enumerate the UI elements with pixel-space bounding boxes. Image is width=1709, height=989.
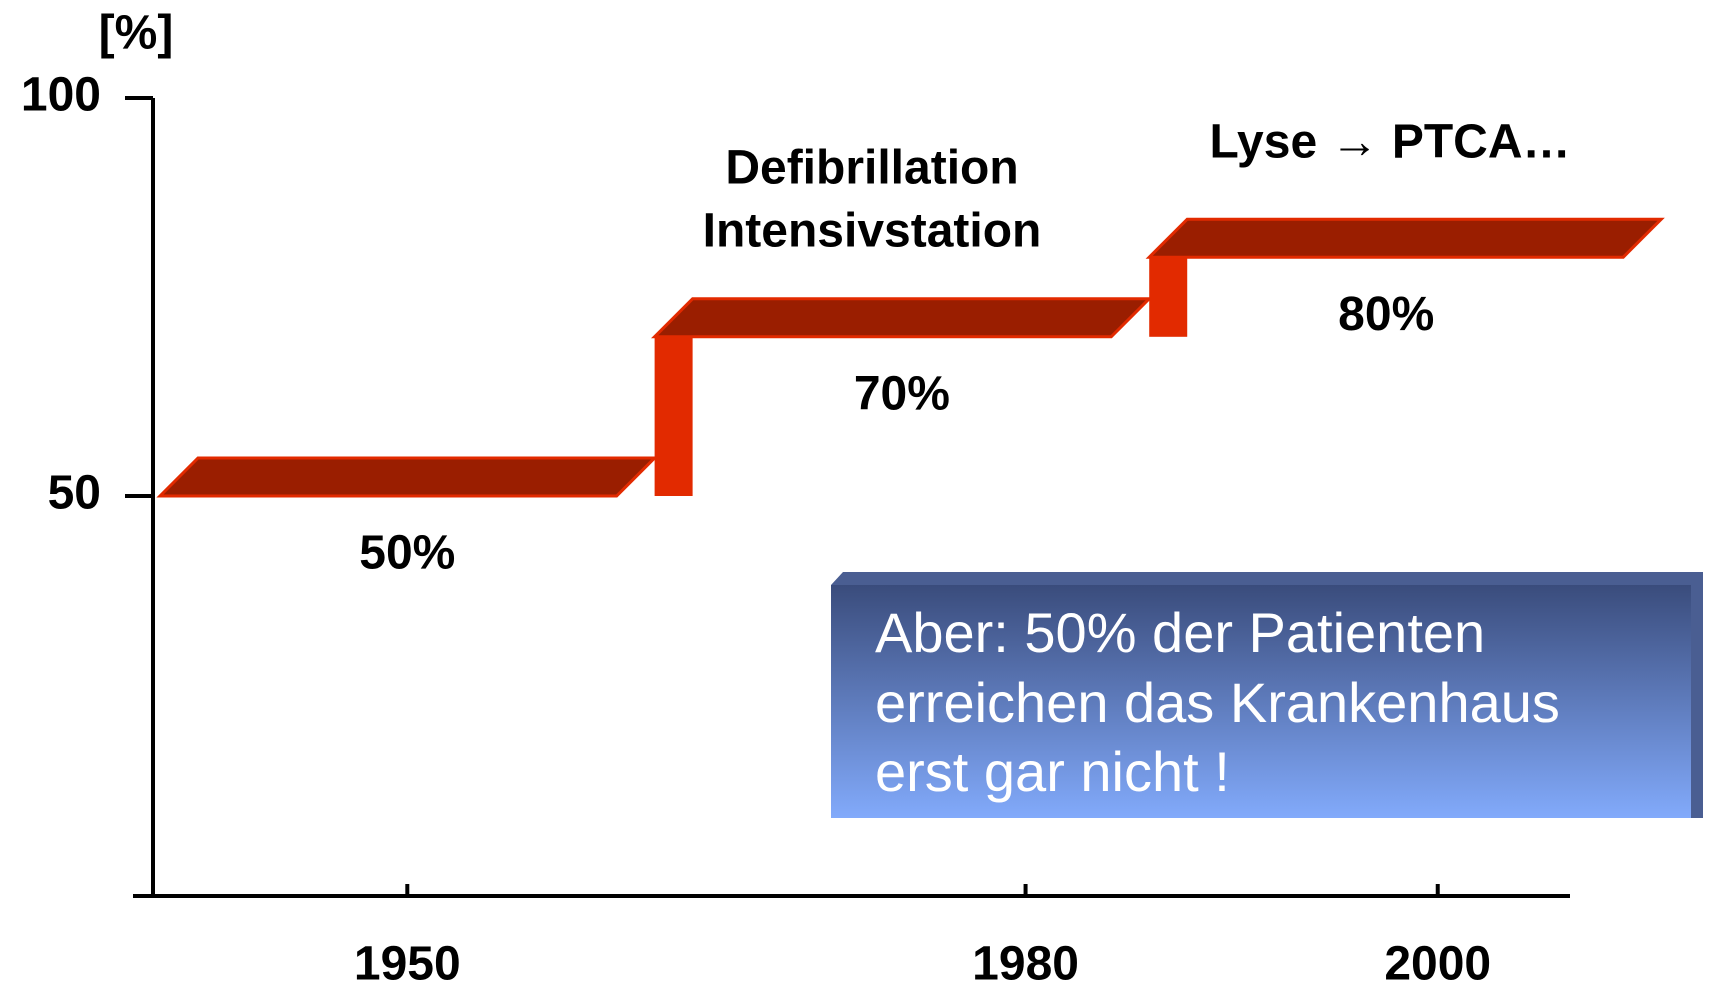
y-axis-label: [%] bbox=[99, 7, 174, 60]
value-label: 70% bbox=[854, 367, 950, 420]
step-bar bbox=[650, 297, 1153, 339]
riser bbox=[654, 336, 693, 496]
callout-box: Aber: 50% der Patienten erreichen das Kr… bbox=[831, 572, 1703, 818]
x-tick-label: 1980 bbox=[972, 938, 1079, 989]
riser bbox=[1149, 257, 1188, 337]
x-tick-label: 1950 bbox=[354, 938, 461, 989]
value-label: 80% bbox=[1338, 288, 1434, 341]
annotation: Lyse → PTCA… bbox=[1210, 116, 1571, 169]
y-tick-label: 50 bbox=[48, 467, 101, 520]
y-tick-label: 100 bbox=[21, 69, 101, 122]
box-text: erst gar nicht ! bbox=[875, 740, 1230, 803]
box-fill bbox=[831, 585, 1691, 818]
x-tick-label: 2000 bbox=[1384, 938, 1491, 989]
step-bar bbox=[1145, 217, 1665, 259]
box-text: erreichen das Krankenhaus bbox=[875, 671, 1560, 734]
box-text: Aber: 50% der Patienten bbox=[875, 601, 1485, 664]
step-bar bbox=[156, 456, 659, 498]
value-label: 50% bbox=[359, 527, 455, 580]
annotation: Defibrillation bbox=[725, 142, 1018, 195]
annotation: Intensivstation bbox=[703, 205, 1042, 258]
